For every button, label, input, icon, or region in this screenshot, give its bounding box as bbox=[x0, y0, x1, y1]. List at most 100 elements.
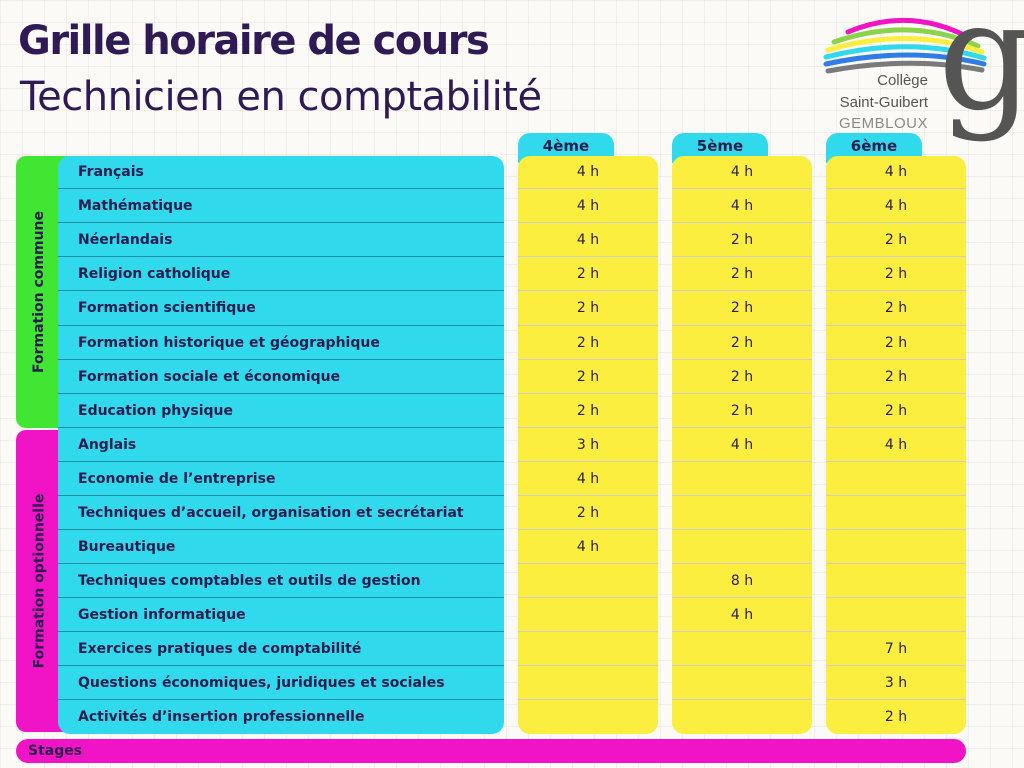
hours-cell bbox=[518, 700, 658, 734]
hours-cell: 4 h bbox=[518, 530, 658, 564]
hours-cell: 2 h bbox=[518, 496, 658, 530]
hours-value: 4 h bbox=[730, 197, 754, 214]
hours-value: 4 h bbox=[576, 164, 600, 180]
subject-name: Néerlandais bbox=[78, 231, 173, 248]
hours-value: 2 h bbox=[576, 265, 600, 282]
hours-value: 2 h bbox=[730, 402, 754, 419]
hours-value: 2 h bbox=[730, 334, 754, 351]
logo-text-gembloux: GEMBLOUX bbox=[838, 115, 928, 132]
subject-row: Français bbox=[58, 156, 504, 189]
hours-value: 4 h bbox=[576, 197, 600, 214]
hours-cell: 4 h bbox=[672, 598, 812, 632]
hours-value: 3 h bbox=[884, 674, 908, 691]
hours-cell: 2 h bbox=[518, 326, 658, 360]
hours-cell bbox=[672, 666, 812, 700]
subject-row: Gestion informatique bbox=[58, 598, 504, 632]
subject-name: Techniques comptables et outils de gesti… bbox=[78, 572, 421, 589]
hours-cell bbox=[826, 530, 966, 564]
hours-cell: 2 h bbox=[672, 291, 812, 326]
hours-cell bbox=[518, 666, 658, 700]
hours-cell: 2 h bbox=[826, 291, 966, 326]
subject-name: Gestion informatique bbox=[78, 606, 246, 623]
hours-value: 4 h bbox=[884, 436, 908, 453]
hours-value: 2 h bbox=[730, 300, 754, 316]
subject-name: Economie de l’entreprise bbox=[78, 470, 276, 487]
hours-value: 2 h bbox=[884, 709, 908, 725]
group-label-commune: Formation commune bbox=[31, 210, 47, 374]
group-label-optionnelle: Formation optionnelle bbox=[31, 493, 47, 669]
hours-value: 2 h bbox=[884, 402, 908, 419]
hours-value: 2 h bbox=[884, 265, 908, 282]
hours-value: 8 h bbox=[730, 572, 754, 589]
subject-name: Formation historique et géographique bbox=[78, 334, 380, 351]
logo-stripes-icon bbox=[823, 17, 987, 74]
subject-name: Questions économiques, juridiques et soc… bbox=[78, 674, 445, 691]
subject-name: Education physique bbox=[78, 402, 233, 419]
hours-cell: 2 h bbox=[826, 360, 966, 394]
subject-name: Français bbox=[78, 164, 144, 180]
hours-value: 4 h bbox=[884, 164, 908, 180]
hours-value: 2 h bbox=[884, 300, 908, 316]
hours-value: 2 h bbox=[884, 231, 908, 248]
hours-cell: 4 h bbox=[518, 462, 658, 496]
hours-value: 2 h bbox=[576, 334, 600, 351]
hours-value: 7 h bbox=[884, 640, 908, 657]
hours-cell bbox=[518, 632, 658, 666]
hours-cell: 7 h bbox=[826, 632, 966, 666]
hours-cell: 3 h bbox=[518, 428, 658, 462]
hours-column-4eme: 4 h 4 h 4 h 2 h 2 h 2 h 2 h 2 h 3 h 4 h 2 h 4 h bbox=[518, 156, 658, 734]
hours-cell bbox=[672, 700, 812, 734]
hours-value: 4 h bbox=[730, 436, 754, 453]
page-title: Grille horaire de cours bbox=[18, 18, 490, 64]
hours-cell bbox=[672, 632, 812, 666]
hours-cell: 4 h bbox=[672, 189, 812, 223]
logo-text-college: Collège bbox=[877, 72, 928, 89]
hours-cell bbox=[826, 564, 966, 598]
hours-value: 2 h bbox=[730, 265, 754, 282]
hours-cell: 3 h bbox=[826, 666, 966, 700]
hours-column-5eme: 4 h 4 h 2 h 2 h 2 h 2 h 2 h 2 h 4 h 8 h 4 h bbox=[672, 156, 812, 734]
hours-cell: 4 h bbox=[518, 223, 658, 257]
subject-row: Mathématique bbox=[58, 189, 504, 223]
hours-cell: 2 h bbox=[672, 257, 812, 291]
subject-name: Techniques d’accueil, organisation et se… bbox=[78, 504, 464, 521]
subject-row: Formation scientifique bbox=[58, 291, 504, 326]
hours-value: 2 h bbox=[576, 402, 600, 419]
hours-value: 3 h bbox=[576, 436, 600, 453]
subject-name: Anglais bbox=[78, 436, 137, 453]
logo-text-saint-guibert: Saint-Guibert bbox=[839, 94, 928, 111]
subject-name: Activités d’insertion professionnelle bbox=[78, 709, 365, 725]
hours-cell: 2 h bbox=[518, 360, 658, 394]
hours-cell: 4 h bbox=[518, 189, 658, 223]
subject-row: Religion catholique bbox=[58, 257, 504, 291]
subject-name: Exercices pratiques de comptabilité bbox=[78, 640, 362, 657]
hours-cell: 4 h bbox=[826, 428, 966, 462]
hours-cell: 2 h bbox=[518, 257, 658, 291]
stages-label: Stages bbox=[28, 743, 83, 759]
hours-cell: 2 h bbox=[826, 257, 966, 291]
hours-cell bbox=[826, 598, 966, 632]
hours-cell bbox=[826, 496, 966, 530]
hours-column-6eme: 4 h 4 h 2 h 2 h 2 h 2 h 2 h 2 h 4 h 7 h 3 h 2 h bbox=[826, 156, 966, 734]
hours-cell: 8 h bbox=[672, 564, 812, 598]
hours-cell bbox=[518, 564, 658, 598]
hours-cell bbox=[672, 530, 812, 564]
hours-value: 2 h bbox=[884, 334, 908, 351]
subject-list: Français Mathématique Néerlandais Religion … bbox=[58, 156, 504, 734]
hours-value: 4 h bbox=[730, 164, 754, 180]
subject-row: Anglais bbox=[58, 428, 504, 462]
subject-row: Néerlandais bbox=[58, 223, 504, 257]
hours-cell bbox=[672, 496, 812, 530]
college-logo: Collège Saint-Guibert GEMBLOUX g bbox=[820, 0, 1024, 154]
hours-value: 2 h bbox=[576, 368, 600, 385]
subject-name: Mathématique bbox=[78, 197, 193, 214]
hours-value: 4 h bbox=[576, 470, 600, 487]
subject-row: Exercices pratiques de comptabilité bbox=[58, 632, 504, 666]
hours-cell: 2 h bbox=[826, 700, 966, 734]
hours-value: 2 h bbox=[730, 368, 754, 385]
subject-name: Formation scientifique bbox=[78, 300, 256, 316]
hours-value: 2 h bbox=[576, 300, 600, 316]
hours-value: 4 h bbox=[884, 197, 908, 214]
subject-row: Bureautique bbox=[58, 530, 504, 564]
hours-cell bbox=[518, 598, 658, 632]
